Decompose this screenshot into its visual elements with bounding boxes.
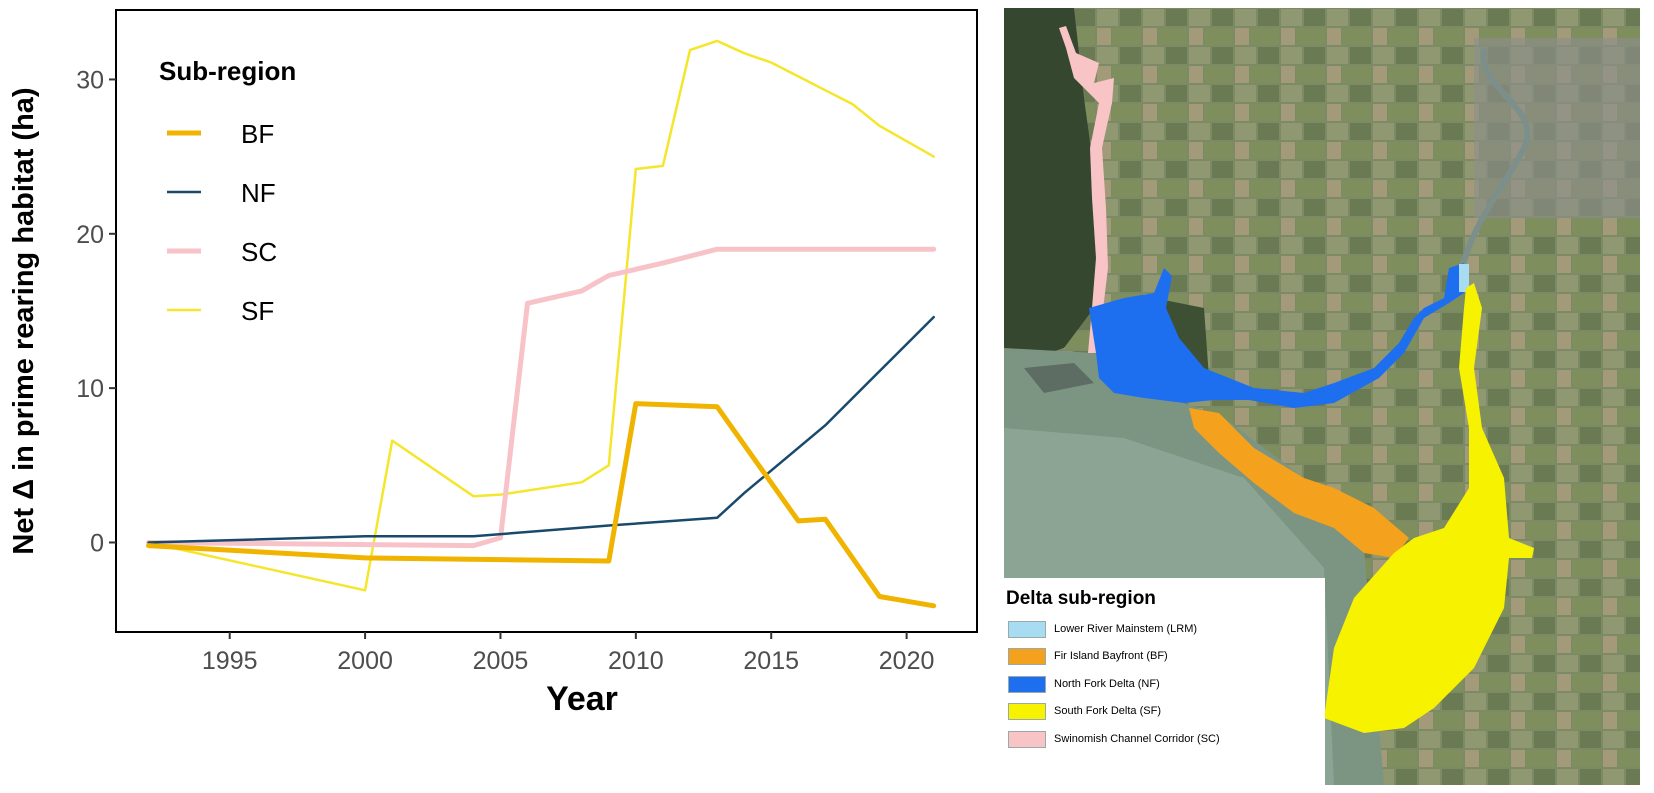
x-tick-label: 2015: [743, 647, 799, 675]
map-legend-item: Fir Island Bayfront (BF): [1008, 647, 1168, 665]
legend-label-sc: SC: [241, 237, 277, 267]
y-axis-title: Net Δ in prime rearing habitat (ha): [8, 87, 40, 554]
x-tick-label: 2020: [879, 647, 935, 675]
x-axis-title: Year: [546, 680, 618, 718]
line-chart: 0 10 20 30 1995 2000 2005 2010 2015 2020 Year Ne…: [8, 9, 978, 718]
series-line-bf: [146, 401, 937, 609]
delta-map: Delta sub-region Lower River Mainstem (L…: [1004, 8, 1640, 785]
chart-legend: Sub-region BF NF SC SF: [159, 56, 296, 326]
legend-label-lrm: Lower River Mainstem (LRM): [1054, 623, 1198, 635]
series-line-nf: [147, 315, 935, 544]
legend-label-bf: BF: [241, 119, 274, 149]
map-legend-item: Swinomish Channel Corridor (SC): [1008, 730, 1220, 748]
y-tick-label: 30: [76, 66, 104, 94]
map-legend-item: South Fork Delta (SF): [1008, 702, 1161, 720]
y-tick-label: 20: [76, 221, 104, 249]
y-tick-label: 0: [90, 529, 104, 557]
map-legend-title: Delta sub-region: [1006, 588, 1156, 609]
legend-label-sc: Swinomish Channel Corridor (SC): [1054, 733, 1220, 745]
legend-swatch-sf: [1008, 702, 1046, 720]
x-tick-label: 2005: [473, 647, 529, 675]
x-tick-label: 1995: [202, 647, 258, 675]
map-legend-item: Lower River Mainstem (LRM): [1008, 620, 1197, 638]
legend-swatch-lrm: [1008, 620, 1046, 638]
legend-swatch-nf: [1008, 675, 1046, 693]
series-line-sc: [146, 246, 937, 549]
x-axis-ticks: 1995 2000 2005 2010 2015 2020: [202, 632, 935, 675]
legend-label-bf: Fir Island Bayfront (BF): [1054, 650, 1168, 662]
legend-title: Sub-region: [159, 56, 296, 86]
y-axis-ticks: 0 10 20 30: [76, 66, 116, 557]
y-tick-label: 10: [76, 375, 104, 403]
series-line-sf: [147, 39, 935, 592]
x-tick-label: 2000: [337, 647, 393, 675]
map-legend: Delta sub-region Lower River Mainstem (L…: [1004, 578, 1325, 785]
legend-swatch-bf: [1008, 647, 1046, 665]
legend-label-sf: SF: [241, 296, 274, 326]
legend-label-nf: North Fork Delta (NF): [1054, 678, 1160, 690]
map-legend-item: North Fork Delta (NF): [1008, 675, 1160, 693]
x-tick-label: 2010: [608, 647, 664, 675]
series-lines: [146, 39, 937, 609]
legend-swatch-sc: [1008, 730, 1046, 748]
legend-label-nf: NF: [241, 178, 276, 208]
legend-label-sf: South Fork Delta (SF): [1054, 705, 1161, 717]
